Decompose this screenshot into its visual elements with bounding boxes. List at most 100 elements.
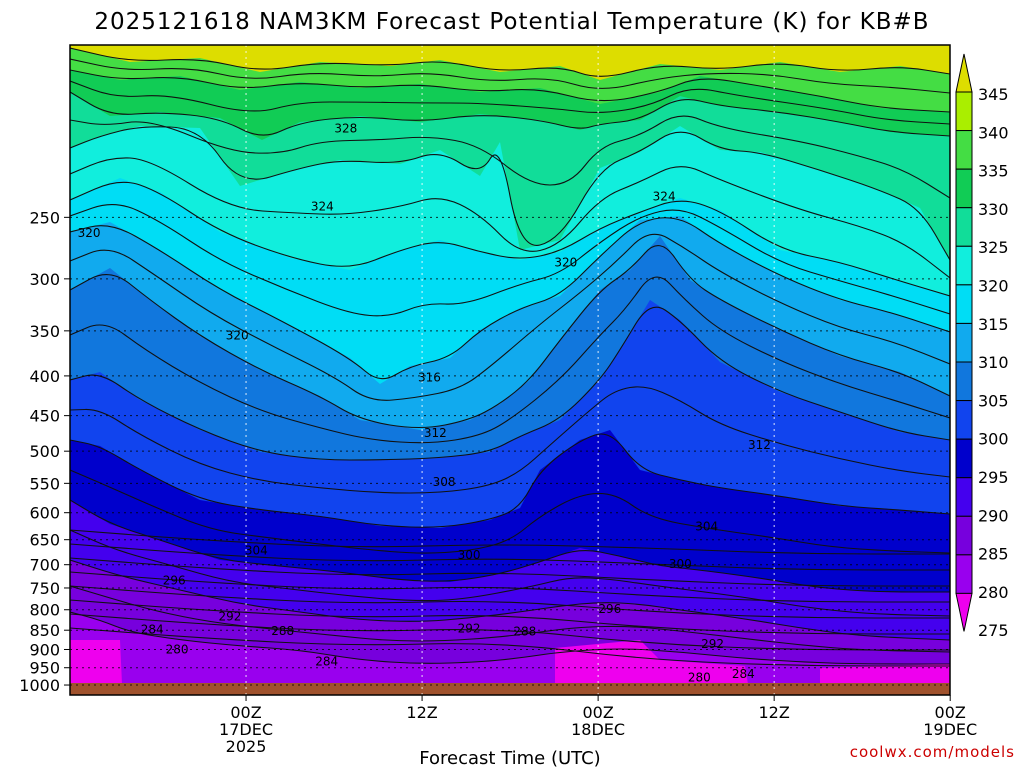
x-tick-label-2-1: 18DEC xyxy=(571,720,625,739)
colorbar-segment-325 xyxy=(955,207,973,247)
plot-frame xyxy=(69,44,951,696)
contour-label-4: 320 xyxy=(554,256,577,270)
isentrope-line-1 xyxy=(70,69,950,113)
chart-title: 2025121618 NAM3KM Forecast Potential Tem… xyxy=(94,9,929,35)
isentrope-line-4 xyxy=(70,181,950,297)
colorbar-label-295: 295 xyxy=(978,468,1009,487)
y-tick-label-650: 650 xyxy=(29,531,60,550)
contour-label-1: 324 xyxy=(311,199,334,213)
colorbar-label-330: 330 xyxy=(978,200,1009,219)
band-275 xyxy=(70,640,950,684)
x-tick-label-2-0: 00Z xyxy=(582,703,613,722)
isentrope-line-23 xyxy=(70,529,950,555)
contour-label-11: 304 xyxy=(695,519,718,533)
colorbar-label-345: 345 xyxy=(978,85,1009,104)
colorbar-segment-330 xyxy=(955,168,973,209)
isentrope-line-6 xyxy=(70,245,950,429)
colorbar-segment-305 xyxy=(955,361,973,402)
colorbar-label-320: 320 xyxy=(978,277,1009,296)
isentrope-line-12 xyxy=(70,58,950,94)
y-tick-label-300: 300 xyxy=(29,270,60,289)
y-tick-label-250: 250 xyxy=(29,208,60,227)
contour-label-16: 292 xyxy=(218,609,241,623)
contour-label-3: 320 xyxy=(78,226,101,240)
contour-label-22: 284 xyxy=(315,654,338,668)
y-tick-label-900: 900 xyxy=(29,640,60,659)
colorbar-label-315: 315 xyxy=(978,315,1009,334)
contour-label-17: 292 xyxy=(458,622,481,636)
colorbar-segment-300 xyxy=(955,400,973,440)
colorbar-segment-310 xyxy=(955,322,973,363)
credit-text: coolwx.com/models xyxy=(850,743,1015,761)
colorbar-segment-320 xyxy=(955,245,973,286)
contour-label-14: 296 xyxy=(163,574,186,588)
contour-label-2: 324 xyxy=(653,189,676,203)
isentrope-lines xyxy=(70,47,950,667)
contour-labels: 328 324 324 320 320 320 316 312 312 308 304 304 300 3… xyxy=(78,121,771,684)
colorbar: 345 340 335 330 325 320 315 310 305 300 295 290 285 2… xyxy=(955,53,1009,640)
y-tick-label-1000: 1000 xyxy=(19,676,60,695)
isentrope-line-20 xyxy=(70,469,950,554)
contour-label-6: 316 xyxy=(418,371,441,385)
colorbar-segment-335 xyxy=(955,130,973,170)
contour-label-5: 320 xyxy=(226,329,249,343)
y-tick-label-950: 950 xyxy=(29,659,60,678)
contour-label-15: 296 xyxy=(598,602,621,616)
grid-lines xyxy=(70,45,950,695)
x-tick-label-0-2: 2025 xyxy=(226,737,267,756)
y-tick-label-500: 500 xyxy=(29,442,60,461)
isentrope-line-9 xyxy=(70,499,950,593)
x-tick-label-3-0: 12Z xyxy=(758,703,789,722)
colorbar-label-290: 290 xyxy=(978,506,1009,525)
isentrope-line-22 xyxy=(70,585,950,653)
y-tick-label-400: 400 xyxy=(29,367,60,386)
y-axis-ticks: 2503003504004505005506006507007508008509… xyxy=(19,208,70,695)
isentrope-line-29 xyxy=(70,613,950,651)
x-tick-label-4-0: 00Z xyxy=(935,703,966,722)
colorbar-label-335: 335 xyxy=(978,162,1009,181)
isentrope-line-15 xyxy=(70,157,950,279)
isentrope-line-24 xyxy=(70,543,950,571)
isentrope-line-30 xyxy=(70,627,950,667)
isentrope-line-3 xyxy=(70,126,950,261)
x-tick-label-1-0: 12Z xyxy=(406,703,437,722)
y-tick-label-350: 350 xyxy=(29,322,60,341)
isentrope-line-13 xyxy=(70,80,950,125)
colorbar-label-275: 275 xyxy=(978,621,1009,640)
colorbar-segment-315 xyxy=(955,284,973,324)
x-tick-label-0-1: 17DEC xyxy=(219,720,273,739)
isentrope-line-10 xyxy=(70,559,950,641)
contour-label-10: 304 xyxy=(245,543,268,557)
y-tick-label-450: 450 xyxy=(29,407,60,426)
contour-label-24: 280 xyxy=(166,642,189,656)
isentrope-line-28 xyxy=(70,599,950,635)
contour-label-7: 312 xyxy=(424,426,447,440)
terrain-ground xyxy=(70,683,950,695)
isentrope-line-2 xyxy=(70,91,950,137)
x-axis-label: Forecast Time (UTC) xyxy=(419,748,600,768)
colorbar-segment-285 xyxy=(955,515,973,556)
colorbar-segment-340 xyxy=(955,91,973,132)
contour-label-25: 280 xyxy=(688,671,711,685)
contour-label-19: 288 xyxy=(271,624,294,638)
contour-label-12: 300 xyxy=(458,548,481,562)
y-tick-label-700: 700 xyxy=(29,556,60,575)
y-tick-label-600: 600 xyxy=(29,504,60,523)
colorbar-label-340: 340 xyxy=(978,123,1009,142)
isentrope-line-8 xyxy=(70,433,950,528)
contour-label-9: 308 xyxy=(433,475,456,489)
colorbar-segment-295 xyxy=(955,438,973,479)
colorbar-bottom-arrow xyxy=(955,592,973,632)
contour-label-18: 292 xyxy=(701,637,724,651)
isentrope-line-19 xyxy=(70,386,950,494)
colorbar-segment-280 xyxy=(955,554,973,594)
colorbar-label-310: 310 xyxy=(978,353,1009,372)
colorbar-label-305: 305 xyxy=(978,391,1009,410)
isentrope-line-16 xyxy=(70,204,950,317)
isentrope-line-17 xyxy=(70,233,950,401)
temperature-bands xyxy=(70,45,950,695)
contour-label-23: 284 xyxy=(732,667,755,681)
y-tick-label-750: 750 xyxy=(29,579,60,598)
